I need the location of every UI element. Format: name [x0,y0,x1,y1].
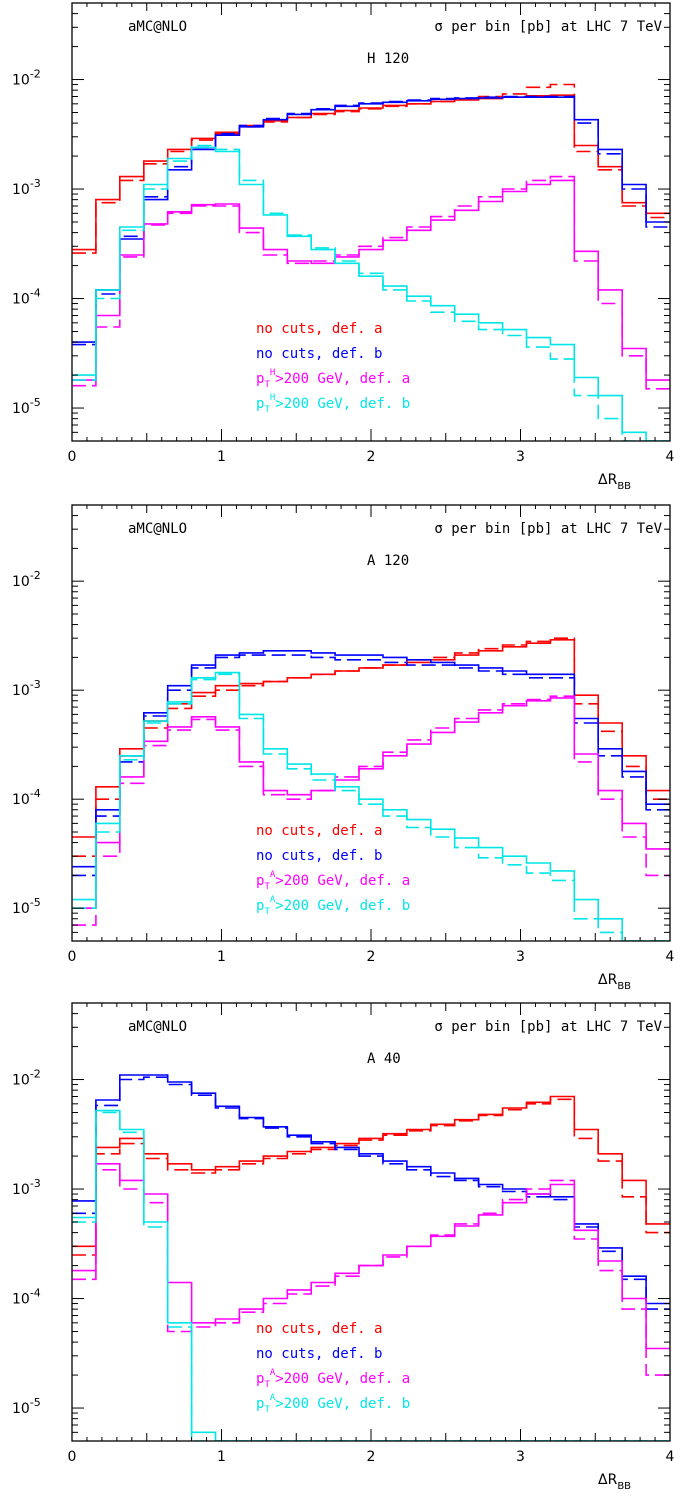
series-line-3-solid [72,1074,670,1305]
chart-title: σ per bin [pb] at LHC 7 TeV [434,521,662,537]
y-tick-label: 10-3 [12,678,41,699]
series-line-2-dashed [72,83,670,254]
legend-entry: pTA>200 GeV, def. a [256,1368,410,1390]
chart-title: σ per bin [pb] at LHC 7 TeV [434,19,662,35]
y-tick-label: 10-3 [12,1177,41,1198]
series-line-4-dashed [72,1076,670,1310]
legend-entry: no cuts, def. b [256,1346,382,1362]
y-tick-label: 10-2 [12,68,41,89]
series-line-6-dashed [72,1169,670,1376]
chart-title: σ per bin [pb] at LHC 7 TeV [434,1019,662,1035]
x-tick-label: 3 [516,1449,525,1465]
series-line-3-solid [72,650,670,868]
series-line-6-dashed [72,175,670,390]
y-tick-label: 10-3 [12,177,41,198]
legend-entry: pTA>200 GeV, def. b [256,895,410,917]
series-line-7-solid [72,146,670,441]
x-tick-label: 4 [666,449,675,465]
series-line-5-solid [72,1163,670,1350]
generator-label: aMC@NLO [128,19,187,35]
process-label: A 120 [367,553,409,569]
series-line-5-solid [72,697,670,909]
legend: no cuts, def. a no cuts, def. b pTH>200 Ge… [256,321,410,415]
series-line-4-dashed [72,654,670,877]
series-group [72,83,670,441]
x-tick-label: 1 [217,1449,226,1465]
legend-entry: pTH>200 GeV, def. b [256,393,410,415]
x-tick-label: 0 [68,949,77,965]
series-line-4-dashed [72,95,670,346]
x-axis-label: ΔRBB [598,1472,631,1492]
y-tick-label: 10-4 [12,287,41,308]
chart-panel-1: 0 1 2 3 4 10-5 10-4 10-3 10-2 ΔRBB aMC@NLO σ per bi… [12,2,675,492]
process-label: A 40 [367,1051,401,1067]
series-line-8-dashed [72,1111,670,1441]
series-line-1-solid [72,1095,670,1248]
legend: no cuts, def. a no cuts, def. b pTA>200 Ge… [256,1321,410,1415]
x-tick-label: 2 [367,449,376,465]
x-tick-label: 4 [666,949,675,965]
series-line-2-dashed [72,637,670,857]
y-tick-label: 10-2 [12,569,41,590]
y-tick-label: 10-5 [12,896,41,917]
legend-entry: no cuts, def. a [256,823,382,839]
series-line-5-solid [72,179,670,381]
x-tick-label: 3 [516,449,525,465]
x-tick-label: 1 [217,949,226,965]
legend-entry: no cuts, def. a [256,1321,382,1337]
series-group [72,637,670,941]
series-line-6-dashed [72,695,670,926]
chart-panel-2: 0 1 2 3 4 10-5 10-4 10-3 10-2 ΔRBB aMC@NLO σ per bi… [12,504,675,992]
chart-panel-3: 0 1 2 3 4 10-5 10-4 10-3 10-2 ΔRBB aMC@NLO σ per bi… [12,1002,675,1492]
x-tick-label: 2 [367,949,376,965]
generator-label: aMC@NLO [128,1019,187,1035]
legend-entry: pTH>200 GeV, def. a [256,368,410,390]
legend-entry: pTA>200 GeV, def. a [256,870,410,892]
x-tick-label: 3 [516,949,525,965]
x-axis-label: ΔRBB [598,472,631,492]
series-line-2-dashed [72,1098,670,1256]
y-tick-label: 10-4 [12,1287,41,1308]
series-line-1-solid [72,94,670,251]
legend-entry: no cuts, def. a [256,321,382,337]
y-tick-label: 10-5 [12,396,41,417]
legend-entry: pTA>200 GeV, def. b [256,1393,410,1415]
series-line-8-dashed [72,144,670,441]
generator-label: aMC@NLO [128,521,187,537]
legend-entry: no cuts, def. b [256,848,382,864]
y-tick-label: 10-2 [12,1068,41,1089]
process-label: H 120 [367,51,409,67]
x-axis-label: ΔRBB [598,972,631,992]
y-tick-label: 10-4 [12,787,41,808]
series-line-8-dashed [72,673,670,941]
x-tick-label: 1 [217,449,226,465]
legend: no cuts, def. a no cuts, def. b pTA>200 Ge… [256,823,410,917]
legend-entry: no cuts, def. b [256,346,382,362]
series-line-7-solid [72,1109,670,1441]
series-group [72,1074,670,1441]
x-tick-label: 0 [68,449,77,465]
x-tick-label: 0 [68,1449,77,1465]
y-tick-label: 10-5 [12,1396,41,1417]
x-tick-label: 2 [367,1449,376,1465]
series-line-1-solid [72,639,670,838]
x-tick-label: 4 [666,1449,675,1465]
series-line-3-solid [72,96,670,343]
